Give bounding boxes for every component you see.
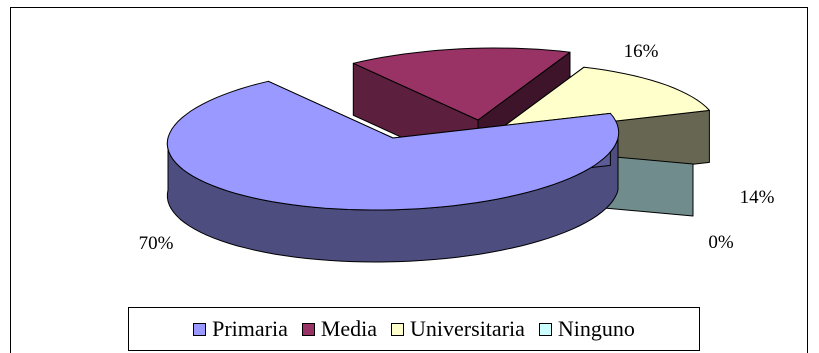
legend-item-ninguno: Ninguno <box>538 316 635 341</box>
legend-item-primaria: Primaria <box>193 318 288 340</box>
data-label-media: 16% <box>624 41 659 62</box>
pie-slice-top <box>491 66 710 136</box>
legend-swatch-primaria <box>193 322 207 336</box>
legend-swatch-media <box>301 322 315 336</box>
legend-swatch-ninguno <box>538 322 552 336</box>
pie-slices <box>166 47 710 263</box>
legend-label-universitaria: Universitaria <box>410 316 525 341</box>
pie-labels: 70% 16% 14% 0% <box>139 41 775 254</box>
legend-label-ninguno: Ninguno <box>557 316 635 341</box>
pie-slice-top <box>166 80 620 211</box>
legend-item-universitaria: Universitaria <box>391 318 525 340</box>
legend-label-primaria: Primaria <box>212 316 288 341</box>
legend-item-media: Media <box>301 316 378 341</box>
pie-slice-primaria <box>166 80 620 263</box>
data-label-ninguno: 0% <box>708 232 734 253</box>
legend-label-media: Media <box>320 316 378 341</box>
legend-swatch-universitaria <box>391 322 405 336</box>
data-label-primaria: 70% <box>139 233 174 254</box>
chart-legend: Primaria Media Universitaria Ninguno <box>128 307 700 351</box>
pie-slice-top <box>352 47 571 121</box>
data-label-universitaria: 14% <box>740 187 775 208</box>
